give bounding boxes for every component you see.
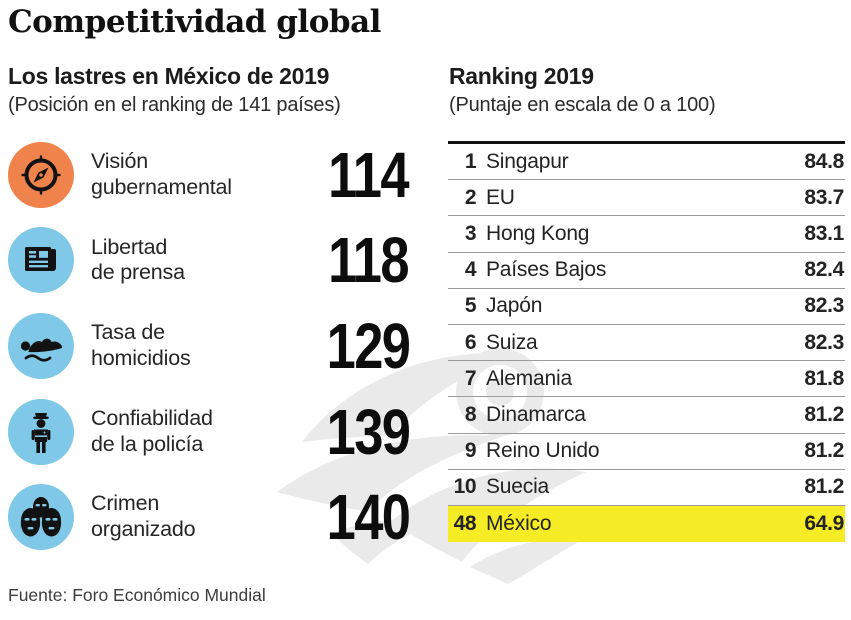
newspaper-icon: [8, 227, 74, 294]
table-row: 10 Suecia 81.2: [448, 470, 845, 506]
gauge-item-vision-gubernamental: Visión gubernamental 114: [8, 132, 444, 218]
country-cell: México: [486, 511, 552, 535]
gauge-item-crimen-organizado: Crimen organizado 140: [8, 474, 444, 560]
table-row: 9 Reino Unido 81.2: [448, 434, 845, 470]
rank-cell: 2: [464, 185, 477, 209]
rank-cell: 10: [453, 475, 477, 499]
country-cell: Hong Kong: [486, 221, 590, 245]
country-cell: Reino Unido: [486, 439, 600, 463]
score-cell: 81.2: [804, 475, 844, 499]
gauge-item-rank-value: 140: [326, 481, 411, 554]
gauge-item-rank-value: 118: [328, 224, 409, 297]
country-cell: EU: [486, 185, 515, 209]
score-cell: 82.3: [804, 330, 844, 354]
score-cell: 83.7: [804, 185, 844, 209]
table-row: 6 Suiza 82.3: [448, 325, 845, 362]
table-row: 7 Alemania 81.8: [448, 361, 845, 398]
table-row: 4 Países Bajos 82.4: [448, 253, 845, 289]
score-cell: 64.9: [804, 511, 844, 535]
left-panel: Visión gubernamental 114 Libertad de pre…: [8, 132, 444, 560]
gauge-item-rank-value: 139: [326, 395, 411, 468]
gauge-item-label: Confiabilidad de la policía: [91, 405, 213, 456]
rank-cell: 8: [464, 402, 477, 426]
table-row: 5 Japón 82.3: [448, 289, 845, 325]
country-cell: Suecia: [486, 475, 550, 499]
score-cell: 81.2: [804, 439, 844, 463]
homicide-body-icon: [8, 312, 74, 379]
table-row: 48 México 64.9: [448, 505, 845, 543]
country-cell: Japón: [486, 294, 543, 318]
score-cell: 82.3: [804, 294, 844, 318]
score-cell: 81.2: [804, 402, 844, 426]
gauge-item-confiabilidad-policia: Confiabilidad de la policía 139: [8, 389, 444, 475]
compass-icon: [8, 141, 74, 208]
table-row: 8 Dinamarca 81.2: [448, 397, 845, 434]
ranking-table: 1 Singapur 84.8 2 EU 83.7 3 Hong Kong 83…: [448, 141, 845, 543]
left-panel-title: Los lastres en México de 2019: [8, 63, 330, 89]
rank-cell: 48: [453, 511, 477, 535]
country-cell: Países Bajos: [486, 258, 607, 282]
rank-cell: 5: [464, 294, 477, 318]
left-panel-heading: Los lastres en México de 2019 (Posición …: [8, 63, 341, 117]
gauge-item-rank-value: 129: [326, 309, 411, 382]
police-officer-icon: [8, 398, 74, 465]
table-row: 2 EU 83.7: [448, 180, 845, 217]
publisher-watermark-eagle: [272, 320, 627, 593]
gauge-item-rank-value: 114: [328, 138, 409, 211]
score-cell: 82.4: [804, 258, 844, 282]
rank-cell: 1: [464, 149, 477, 173]
gauge-item-label: Libertad de prensa: [91, 234, 185, 285]
country-cell: Dinamarca: [486, 402, 586, 426]
left-panel-subtitle: (Posición en el ranking de 141 países): [8, 94, 341, 116]
country-cell: Suiza: [486, 330, 538, 354]
rank-cell: 9: [464, 439, 477, 463]
source-note: Fuente: Foro Económico Mundial: [8, 585, 266, 605]
ranking-panel-subtitle: (Puntaje en escala de 0 a 100): [449, 94, 716, 116]
score-cell: 81.8: [804, 366, 844, 390]
table-row: 1 Singapur 84.8: [448, 144, 845, 181]
gauge-item-label: Crimen organizado: [91, 491, 196, 542]
gauge-item-tasa-de-homicidios: Tasa de homicidios 129: [8, 303, 444, 389]
rank-cell: 4: [464, 258, 477, 282]
ranking-table-body: 1 Singapur 84.8 2 EU 83.7 3 Hong Kong 83…: [448, 144, 845, 543]
table-row: 3 Hong Kong 83.1: [448, 216, 845, 253]
gauge-item-libertad-de-prensa: Libertad de prensa 118: [8, 218, 444, 304]
rank-cell: 3: [464, 221, 477, 245]
rank-cell: 7: [464, 366, 477, 390]
page-title: Competitividad global: [8, 4, 381, 40]
country-cell: Alemania: [486, 366, 572, 390]
ranking-panel-title: Ranking 2019: [449, 63, 594, 89]
score-cell: 83.1: [804, 221, 844, 245]
gauge-item-label: Visión gubernamental: [91, 149, 232, 199]
ranking-panel-heading: Ranking 2019 (Puntaje en escala de 0 a 1…: [449, 63, 716, 117]
country-cell: Singapur: [486, 149, 569, 173]
rank-cell: 6: [464, 330, 477, 354]
score-cell: 84.8: [804, 149, 844, 173]
crime-masks-icon: [8, 484, 74, 551]
gauge-item-label: Tasa de homicidios: [91, 320, 191, 370]
